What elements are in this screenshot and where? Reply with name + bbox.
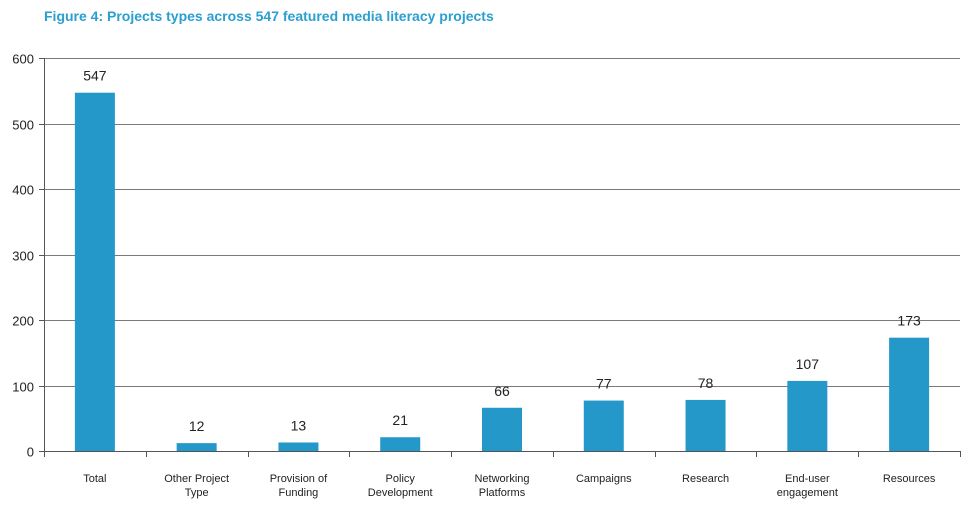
x-tick-label: Resources [883,473,936,485]
x-tick-label: Total [83,473,106,485]
x-tick-label: Research [682,473,729,485]
y-tick-label: 500 [12,118,34,133]
x-tick-label-line: Provision of [270,473,328,485]
bar [74,92,115,451]
bar [583,400,624,451]
bar [380,437,421,451]
x-tick-label: Other Project Type [164,473,229,499]
x-tick-label: Networking Platforms [474,473,529,499]
x-tick-label-line: Policy [386,473,416,485]
data-label: 547 [83,68,107,84]
x-tick-label-line: Platforms [479,487,526,499]
data-label: 107 [796,356,820,372]
bar [889,337,930,451]
x-tick-label: End-user engagement [777,473,838,499]
x-tick-label-line: engagement [777,487,838,499]
y-tick-label: 400 [12,183,34,198]
data-label: 12 [189,418,205,434]
x-tick-label: Policy Development [368,473,433,499]
data-label: 78 [698,375,714,391]
data-label: 77 [596,376,612,392]
data-label: 21 [392,412,408,428]
x-tick-label-line: Development [368,487,433,499]
x-tick-label-line: End-user [785,473,830,485]
bar [685,399,726,451]
x-tick-label-line: Other Project [164,473,229,485]
y-tick-label: 600 [12,52,34,67]
y-tick-label: 100 [12,380,34,395]
chart-title: Figure 4: Projects types across 547 feat… [44,8,494,24]
x-tick-label-line: Resources [883,473,936,485]
data-label: 66 [494,383,510,399]
x-tick-label-line: Networking [474,473,529,485]
y-tick-label: 200 [12,314,34,329]
x-tick-label-line: Type [185,487,209,499]
bar [482,407,522,451]
y-tick-label: 0 [27,445,34,460]
bar [787,380,828,451]
data-label: 13 [291,417,307,433]
bar [278,442,319,451]
x-tick-label-line: Funding [279,487,319,499]
x-tick-label: Provision of Funding [270,473,328,499]
x-tick-label-line: Campaigns [576,473,632,485]
x-tick-label-line: Total [83,473,106,485]
data-label: 173 [897,313,921,329]
x-tick-label-line: Research [682,473,729,485]
x-tick-label: Campaigns [576,473,632,485]
y-tick-label: 300 [12,249,34,264]
bar [176,443,217,451]
